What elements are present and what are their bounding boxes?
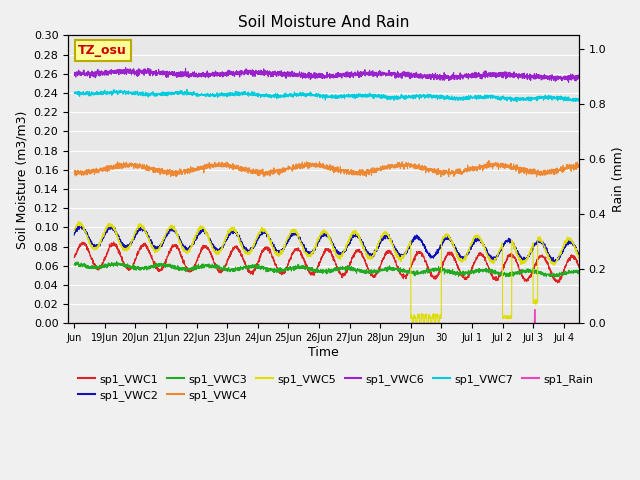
Y-axis label: Soil Moisture (m3/m3): Soil Moisture (m3/m3) (15, 110, 28, 249)
Legend: sp1_VWC1, sp1_VWC2, sp1_VWC3, sp1_VWC4, sp1_VWC5, sp1_VWC6, sp1_VWC7, sp1_Rain: sp1_VWC1, sp1_VWC2, sp1_VWC3, sp1_VWC4, … (74, 369, 598, 406)
Text: TZ_osu: TZ_osu (78, 44, 127, 57)
Y-axis label: Rain (mm): Rain (mm) (612, 146, 625, 212)
X-axis label: Time: Time (308, 346, 339, 359)
Title: Soil Moisture And Rain: Soil Moisture And Rain (238, 15, 409, 30)
